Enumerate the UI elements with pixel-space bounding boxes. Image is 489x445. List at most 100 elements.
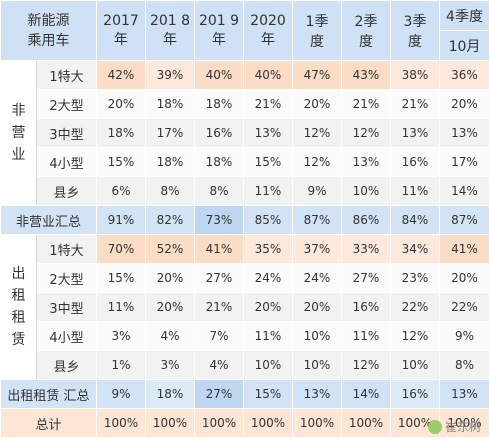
corner-line-1: 新能源 [27, 12, 70, 29]
group-label-char: 非 [11, 103, 26, 119]
summary-cell: 87% [439, 205, 489, 235]
table-cell: 43% [341, 60, 391, 90]
table-cell: 11% [341, 321, 391, 351]
group-label: 出租租赁 [0, 234, 37, 380]
table-cell: 11% [390, 176, 440, 206]
col-header-line: 年 [163, 31, 177, 48]
table-cell: 15% [243, 147, 293, 177]
col-header-line: 2季 [354, 13, 378, 30]
table-cell: 13% [341, 147, 391, 177]
table-cell: 22% [439, 292, 489, 322]
table-cell: 9% [439, 321, 489, 351]
table-cell: 4% [194, 350, 244, 380]
table-cell: 11% [243, 176, 293, 206]
table-row: 县乡 1% 3% 4% 10% 10% 12% 10% 8% [1, 350, 489, 380]
summary-label: 出租租赁 汇总 [0, 379, 97, 409]
table-cell: 20% [145, 292, 195, 322]
table-cell: 34% [390, 234, 440, 264]
group-label: 非营业 [0, 60, 37, 206]
row-label: 3中型 [36, 292, 97, 322]
total-row: 总计 100% 100% 100% 100% 100% 100% 100% 100% [0, 408, 489, 438]
table-cell: 13% [439, 118, 489, 148]
table-cell: 10% [292, 321, 342, 351]
table-cell: 37% [292, 234, 342, 264]
col-header-oct: 10月 [439, 30, 489, 61]
table-cell: 13% [390, 118, 440, 148]
col-header-2018: 201 8 年 [145, 0, 195, 61]
summary-cell: 87% [292, 205, 342, 235]
col-header-line: 2020 [250, 12, 286, 29]
table-cell: 11% [243, 321, 293, 351]
summary-cell: 13% [439, 379, 489, 409]
table-cell: 40% [194, 60, 244, 90]
group-label-char: 业 [11, 147, 26, 163]
table-cell: 47% [292, 60, 342, 90]
group-label-char: 营 [11, 125, 26, 141]
summary-label: 非营业汇总 [0, 205, 97, 235]
table-cell: 33% [341, 234, 391, 264]
summary-cell: 82% [145, 205, 195, 235]
summary-cell: 84% [390, 205, 440, 235]
table-cell: 12% [341, 118, 391, 148]
table-cell: 15% [96, 263, 146, 293]
table-cell: 24% [292, 263, 342, 293]
total-cell: 100% [145, 408, 195, 438]
col-header-line: 度 [359, 33, 373, 50]
table-cell: 38% [390, 60, 440, 90]
table-cell: 15% [96, 147, 146, 177]
group-label-char: 租 [11, 288, 26, 304]
col-header-2020: 2020 年 [243, 0, 293, 61]
summary-cell: 86% [341, 205, 391, 235]
summary-row: 出租租赁 汇总 9% 18% 27% 15% 13% 14% 16% 13% [0, 379, 489, 409]
table-cell: 27% [341, 263, 391, 293]
corner-line-2: 乘用车 [27, 32, 70, 49]
table-cell: 21% [390, 89, 440, 119]
col-header-q4: 4季度 [439, 0, 489, 31]
table-cell: 20% [96, 89, 146, 119]
table-cell: 21% [194, 292, 244, 322]
total-cell: 100% [243, 408, 293, 438]
total-cell: 100% [341, 408, 391, 438]
table-cell: 70% [96, 234, 146, 264]
table-row: 2大型 20% 18% 18% 21% 20% 21% 21% 20% [1, 89, 489, 119]
total-cell: 100% [96, 408, 146, 438]
table-cell: 20% [145, 263, 195, 293]
summary-cell: 73% [194, 205, 244, 235]
table-cell: 18% [96, 118, 146, 148]
col-header-q2: 2季度 [341, 0, 391, 61]
summary-cell: 91% [96, 205, 146, 235]
table-cell: 36% [439, 60, 489, 90]
table-row: 4小型 3% 4% 7% 11% 10% 11% 12% 9% [1, 321, 489, 351]
summary-cell: 18% [145, 379, 195, 409]
summary-cell: 16% [390, 379, 440, 409]
table-cell: 3% [96, 321, 146, 351]
table-cell: 20% [243, 292, 293, 322]
table-cell: 35% [243, 234, 293, 264]
table-cell: 20% [439, 263, 489, 293]
table-cell: 12% [341, 350, 391, 380]
table-cell: 22% [390, 292, 440, 322]
table-cell: 9% [292, 176, 342, 206]
summary-cell: 13% [292, 379, 342, 409]
table-cell: 20% [439, 89, 489, 119]
table-cell: 21% [341, 89, 391, 119]
col-header-line: 1季 [305, 13, 329, 30]
table-cell: 20% [292, 292, 342, 322]
col-header-line: 年 [212, 31, 226, 48]
row-label: 3中型 [36, 118, 97, 148]
group-label-char: 租 [11, 310, 26, 326]
row-label: 2大型 [36, 263, 97, 293]
row-label: 县乡 [36, 350, 97, 380]
table-cell: 16% [194, 118, 244, 148]
table-cell: 17% [439, 147, 489, 177]
table-cell: 16% [341, 292, 391, 322]
table-cell: 16% [390, 147, 440, 177]
table-row: 非营业 1特大 42% 39% 40% 40% 47% 43% 38% 36% [0, 60, 489, 206]
table-cell: 10% [390, 350, 440, 380]
col-header-2019: 201 9 年 [194, 0, 244, 61]
table-cell: 8% [194, 176, 244, 206]
watermark-icon [427, 419, 442, 434]
table-cell: 20% [292, 89, 342, 119]
table-row: 3中型 18% 17% 16% 13% 12% 12% 13% 13% [1, 118, 489, 148]
